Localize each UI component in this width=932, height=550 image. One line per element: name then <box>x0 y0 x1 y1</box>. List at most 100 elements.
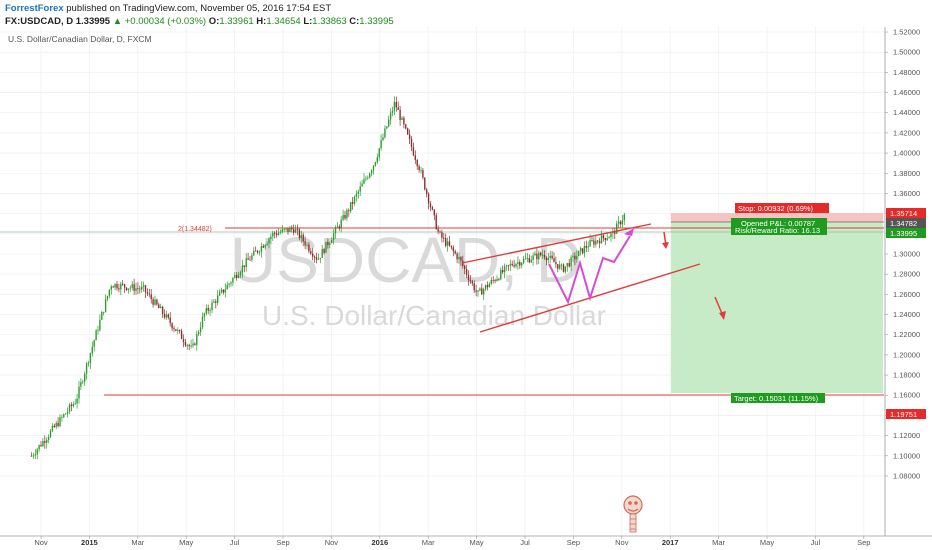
candle-body <box>351 202 354 204</box>
candle-body <box>298 229 301 238</box>
candle-body <box>199 327 202 333</box>
candle-body <box>180 331 183 339</box>
target-label-box <box>731 393 825 403</box>
harmonic-pattern[interactable] <box>548 235 631 305</box>
candle-body <box>260 246 263 252</box>
candle-body <box>483 289 485 295</box>
candle-body <box>579 248 582 251</box>
candle-body <box>551 255 553 259</box>
x-tick-label: Mar <box>712 538 725 547</box>
candle-body <box>467 274 470 281</box>
time-axis[interactable]: Nov 2015 Mar May Jul Sep Nov 2016 Mar May Jul Sep No… <box>34 536 870 547</box>
x-tick-label: May <box>179 538 193 547</box>
candle-body <box>93 340 95 347</box>
x-tick-label: 2015 <box>81 538 98 547</box>
candle-body <box>543 254 546 258</box>
chart-area[interactable]: USDCAD, D U.S. Dollar/Canadian Dollar U.… <box>0 27 932 550</box>
candle-body <box>460 257 462 261</box>
candle-body <box>89 353 92 363</box>
candle-body <box>188 345 190 347</box>
candle-body <box>304 241 306 246</box>
candle-body <box>369 173 371 178</box>
candle-body <box>397 107 399 110</box>
candle-body <box>165 314 168 318</box>
stop-price-tag <box>886 208 926 218</box>
x-tick-label: Sep <box>567 538 580 547</box>
candle-body <box>344 215 346 219</box>
candle-body <box>602 235 605 239</box>
candle-body <box>137 288 139 289</box>
author-link[interactable]: ForrestForex <box>5 3 64 14</box>
candle-body <box>55 422 57 427</box>
candle-body <box>408 134 411 140</box>
candle-body <box>509 263 511 266</box>
candle-body <box>272 232 274 237</box>
candle-body <box>471 281 473 284</box>
candle-body <box>617 221 620 224</box>
candle-body <box>224 289 226 293</box>
candle-body <box>507 265 510 267</box>
candle-body <box>534 253 536 256</box>
candle-body <box>399 109 401 120</box>
candle-body <box>517 262 519 264</box>
y-tick-label: 1.10000 <box>893 451 920 460</box>
x-tick-label: May <box>760 538 774 547</box>
candle-body <box>329 242 331 245</box>
open-label: O: <box>208 16 220 27</box>
candle-body <box>148 293 150 295</box>
candle-body <box>340 219 342 228</box>
candle-body <box>446 241 449 246</box>
candle-body <box>253 250 255 256</box>
candle-body <box>597 240 599 242</box>
candle-body <box>61 417 63 418</box>
candle-body <box>350 202 352 212</box>
candle-body <box>283 229 285 231</box>
candle-body <box>300 234 302 238</box>
candle-body <box>101 312 103 320</box>
candle-body <box>63 414 65 418</box>
candle-body <box>243 265 245 268</box>
candle-body <box>169 317 171 324</box>
symbol-label[interactable]: FX:USDCAD, D <box>5 16 74 27</box>
candle-body <box>38 445 40 450</box>
candle-body <box>279 232 282 233</box>
candle-body <box>99 319 101 331</box>
candle-body <box>141 286 143 290</box>
candle-body <box>484 285 487 290</box>
y-tick-label: 1.40000 <box>893 149 920 158</box>
candle-body <box>608 237 610 239</box>
risk-reward-label: Risk/Reward Ratio: 16.13 <box>735 226 820 235</box>
y-tick-label: 1.24000 <box>893 310 920 319</box>
candle-body <box>160 306 162 308</box>
x-tick-label: Nov <box>615 538 629 547</box>
candle-body <box>74 403 76 405</box>
candle-body <box>158 304 160 309</box>
tradingview-logo-icon <box>623 495 643 533</box>
close-label: C: <box>349 16 360 27</box>
candle-body <box>405 124 407 129</box>
candle-body <box>247 258 249 260</box>
candle-body <box>270 236 272 239</box>
candle-body <box>70 404 73 406</box>
candles <box>30 96 625 460</box>
candle-body <box>486 285 489 288</box>
price-chart[interactable]: USDCAD, D U.S. Dollar/Canadian Dollar U.… <box>0 27 932 550</box>
candle-body <box>184 342 187 346</box>
candle-body <box>211 302 213 310</box>
candle-body <box>610 233 612 237</box>
candle-body <box>163 313 166 318</box>
candle-body <box>46 439 48 443</box>
candle-body <box>437 229 439 232</box>
stop-label: Stop: 0.00932 (0.69%) <box>738 204 814 213</box>
y-tick-label: 1.20000 <box>893 350 920 359</box>
candle-body <box>443 237 445 239</box>
wedge-upper-line[interactable] <box>461 223 652 264</box>
x-tick-label: 2017 <box>662 538 679 547</box>
stop-label-box <box>735 203 829 213</box>
y-tick-label: 1.36000 <box>893 189 920 198</box>
candle-body <box>47 437 50 440</box>
candle-body <box>410 139 413 148</box>
candle-body <box>173 328 175 330</box>
candle-body <box>591 240 593 241</box>
close-value: 1.33995 <box>359 16 394 27</box>
